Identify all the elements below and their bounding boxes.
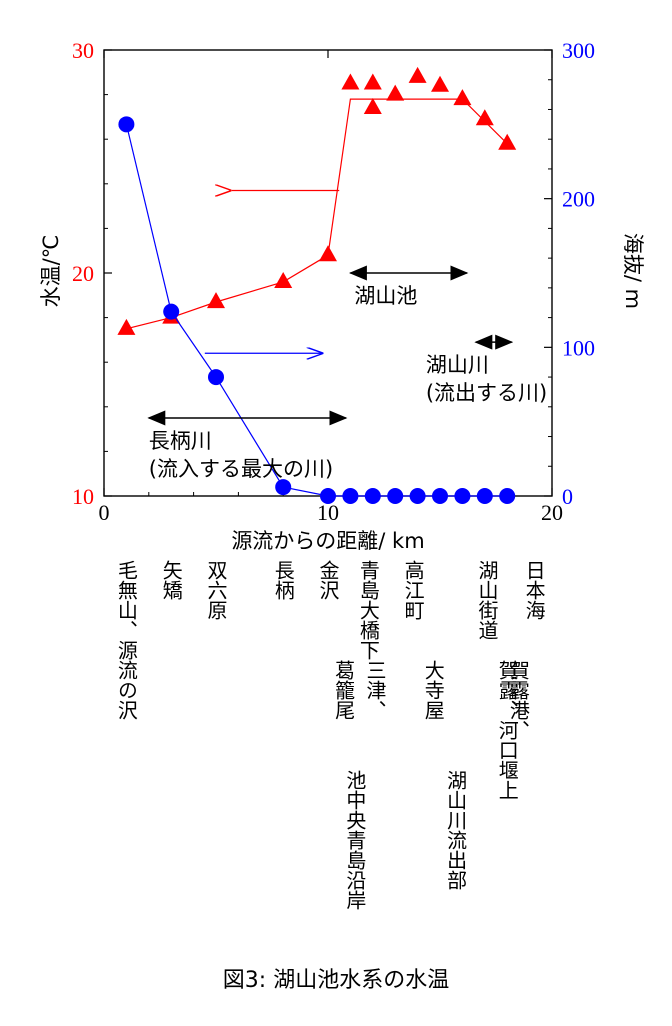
temperature-point — [363, 73, 382, 90]
elevation-point — [118, 116, 135, 133]
y-right-tick-label: 200 — [562, 187, 595, 212]
y-right-axis-label: 海抜/ m — [621, 233, 645, 309]
location-label: 双六原 — [204, 560, 228, 620]
location-label: 池中央青島沿岸 — [343, 770, 367, 910]
range-label: 湖山池 — [354, 284, 417, 308]
range-label: (流出する川) — [426, 381, 547, 405]
elevation-point — [454, 488, 471, 504]
location-label: 葛籠尾 — [332, 660, 356, 720]
y-left-axis-label: 水温/℃ — [39, 235, 63, 308]
y-right-tick-label: 300 — [562, 38, 595, 63]
y-right-tick-label: 100 — [562, 335, 595, 360]
location-label: 毛無山、源流の沢 — [114, 560, 138, 720]
x-tick-label: 0 — [99, 500, 110, 525]
range-label: 長柄川 — [149, 429, 212, 453]
temperature-point — [453, 89, 472, 106]
location-label: 日本海 — [522, 560, 546, 620]
location-label: 賀露港、 — [506, 660, 530, 740]
elevation-point — [409, 488, 426, 504]
temperature-point — [386, 84, 405, 101]
elevation-point — [342, 488, 359, 504]
figure-caption: 図3: 湖山池水系の水温 — [222, 968, 450, 993]
temperature-point — [319, 245, 337, 262]
temperature-point — [475, 109, 494, 126]
y-left-tick-label: 20 — [72, 261, 94, 286]
temperature-point — [274, 272, 293, 288]
location-label: 長柄 — [271, 560, 295, 600]
elevation-point — [364, 488, 381, 504]
elevation-point — [476, 488, 493, 504]
temperature-point — [498, 133, 517, 150]
temperature-point — [207, 292, 225, 309]
elevation-point — [432, 488, 448, 504]
x-tick-label: 20 — [541, 500, 563, 525]
range-label: (流入する最大の川) — [149, 457, 333, 481]
location-label: 賀露、河口堰上 — [495, 660, 519, 800]
location-label: 高江町 — [401, 560, 425, 620]
location-label: 三津、 — [363, 660, 387, 720]
y-right-tick-label: 0 — [562, 484, 573, 509]
location-label: 大寺屋 — [421, 660, 445, 720]
location-label: 金沢 — [316, 560, 340, 600]
elevation-point — [163, 303, 180, 320]
elevation-point — [387, 488, 404, 504]
temperature-point — [431, 75, 449, 92]
temperature-point — [117, 318, 136, 335]
location-label: 湖山街道 — [475, 560, 499, 640]
temperature-point — [408, 66, 427, 83]
temperature-point — [341, 73, 360, 90]
y-left-tick-label: 10 — [72, 484, 94, 509]
location-label: 湖山川流出部 — [444, 770, 468, 890]
location-label: 青島大橋下 — [356, 560, 380, 660]
location-label: 矢矯 — [159, 560, 183, 600]
temperature-point — [363, 98, 382, 115]
elevation-point — [499, 488, 516, 504]
elevation-point — [320, 488, 336, 504]
series-line-0 — [126, 98, 508, 330]
x-tick-label: 10 — [317, 500, 339, 525]
elevation-point — [208, 369, 224, 386]
elevation-point — [275, 479, 292, 496]
range-label: 湖山川 — [426, 353, 489, 377]
y-left-tick-label: 30 — [72, 38, 94, 63]
x-axis-label: 源流からの距離/ km — [231, 529, 424, 553]
